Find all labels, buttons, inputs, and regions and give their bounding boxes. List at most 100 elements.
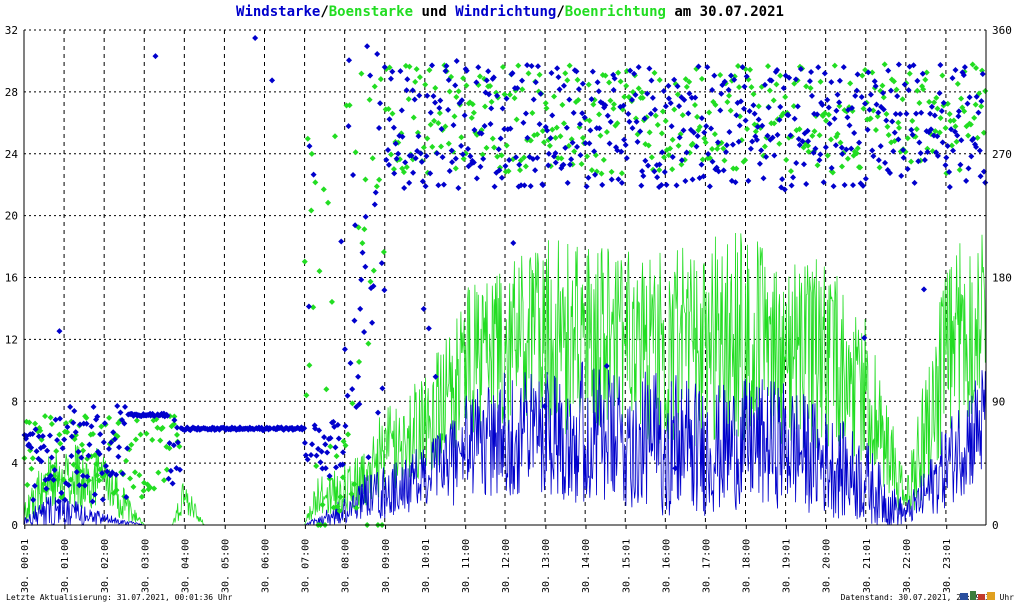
direction-point <box>157 437 164 444</box>
x-tick-label: 30. 03:00 <box>140 539 151 593</box>
direction-point <box>164 412 171 419</box>
direction-point <box>544 127 551 134</box>
direction-point <box>754 123 761 130</box>
direction-point <box>319 501 326 508</box>
direction-point <box>836 99 843 106</box>
direction-point <box>606 79 613 86</box>
direction-point <box>527 183 534 190</box>
direction-point <box>755 116 762 123</box>
direction-point <box>824 152 831 159</box>
direction-point <box>27 447 34 454</box>
direction-point <box>393 155 400 162</box>
direction-point <box>904 166 911 173</box>
direction-point <box>152 53 159 60</box>
direction-point <box>318 448 325 455</box>
direction-point <box>638 182 645 189</box>
direction-point <box>434 150 441 157</box>
direction-point <box>28 444 35 451</box>
direction-point <box>939 72 946 79</box>
direction-point <box>828 165 835 172</box>
direction-point <box>371 83 378 90</box>
direction-point <box>860 105 867 112</box>
direction-point <box>599 181 606 188</box>
direction-point <box>80 472 87 479</box>
direction-point <box>805 138 812 145</box>
direction-point <box>627 67 634 74</box>
direction-point <box>595 88 602 95</box>
direction-point <box>919 70 926 77</box>
direction-point <box>615 176 622 183</box>
direction-point <box>686 78 693 85</box>
direction-point <box>596 111 603 118</box>
direction-point <box>57 440 64 447</box>
x-tick-label: 30. 14:00 <box>581 539 592 593</box>
direction-point <box>84 473 91 480</box>
direction-point <box>460 75 467 82</box>
direction-point <box>587 127 594 134</box>
direction-point <box>809 132 816 139</box>
direction-point <box>505 168 512 175</box>
direction-point <box>503 142 510 149</box>
direction-point <box>506 91 513 98</box>
direction-point <box>690 129 697 136</box>
direction-point <box>721 157 728 164</box>
direction-point <box>552 150 559 157</box>
direction-point <box>844 155 851 162</box>
direction-point <box>889 118 896 125</box>
direction-point <box>473 175 480 182</box>
direction-point <box>689 176 696 183</box>
direction-point <box>656 77 663 84</box>
direction-point <box>511 95 518 102</box>
direction-point <box>436 105 443 112</box>
direction-point <box>412 78 419 85</box>
direction-point <box>439 154 446 161</box>
direction-point <box>978 98 985 105</box>
direction-point <box>159 424 166 431</box>
direction-point <box>416 74 423 81</box>
direction-point <box>97 431 104 438</box>
direction-point <box>552 159 559 166</box>
direction-point <box>405 96 412 103</box>
direction-point <box>958 137 965 144</box>
direction-point <box>837 139 844 146</box>
direction-point <box>70 461 77 468</box>
direction-point <box>375 409 382 416</box>
direction-point <box>269 77 276 84</box>
direction-point <box>741 105 748 112</box>
direction-point <box>123 457 130 464</box>
direction-point <box>435 182 442 189</box>
station-logo-icon <box>960 591 995 600</box>
direction-point <box>490 74 497 81</box>
direction-point <box>491 183 498 190</box>
direction-point <box>322 465 329 472</box>
direction-point <box>825 104 832 111</box>
direction-point <box>68 433 75 440</box>
direction-point <box>169 480 176 487</box>
direction-point <box>610 86 617 93</box>
title-windstarke: Windstarke <box>236 4 321 20</box>
direction-point <box>786 74 793 81</box>
direction-point <box>427 170 434 177</box>
direction-point <box>370 267 377 274</box>
direction-point <box>773 81 780 88</box>
direction-point <box>607 118 614 125</box>
title-boenrichtung: Boenrichtung <box>564 4 666 20</box>
direction-point <box>800 161 807 168</box>
direction-point <box>726 128 733 135</box>
direction-point <box>725 86 732 93</box>
direction-point <box>718 139 725 146</box>
direction-point <box>717 71 724 78</box>
direction-point <box>854 71 861 78</box>
direction-point <box>694 132 701 139</box>
direction-point <box>718 90 725 97</box>
direction-point <box>779 176 786 183</box>
direction-point <box>395 150 402 157</box>
direction-point <box>579 134 586 141</box>
direction-point <box>709 145 716 152</box>
direction-point <box>761 81 768 88</box>
direction-point <box>633 118 640 125</box>
direction-point <box>971 114 978 121</box>
direction-point <box>869 69 876 76</box>
direction-point <box>62 496 69 503</box>
direction-point <box>756 160 763 167</box>
